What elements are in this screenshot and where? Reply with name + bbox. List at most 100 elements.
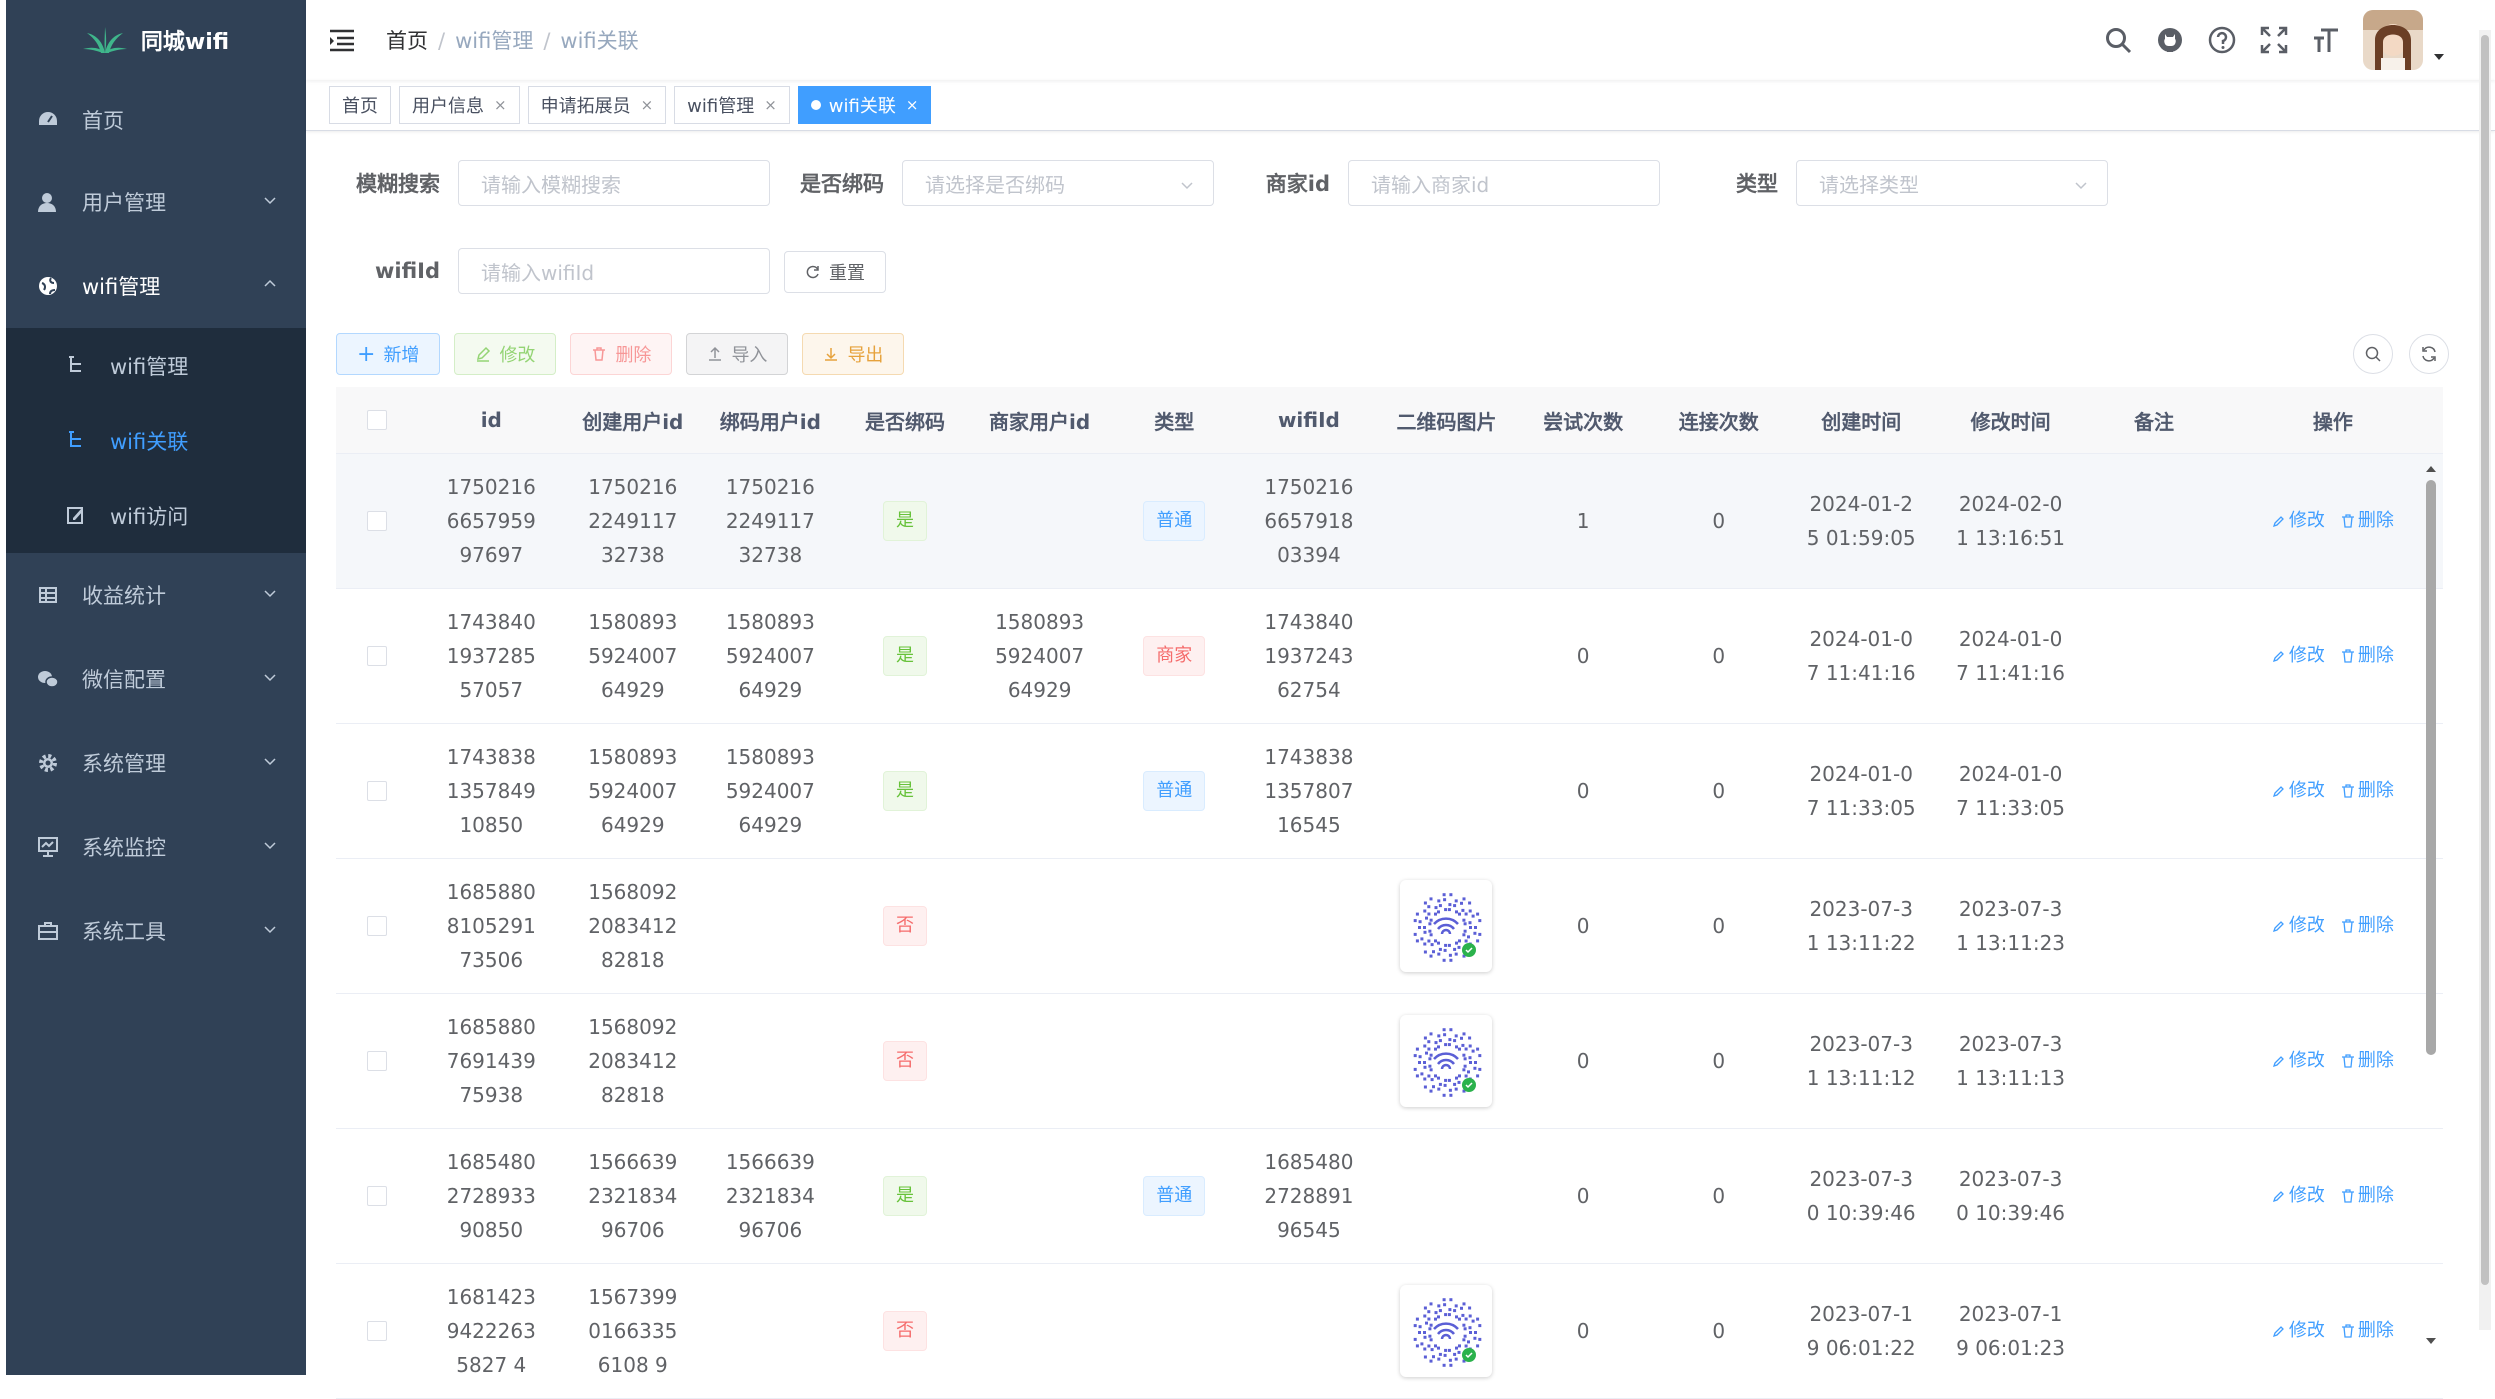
logo-leaf-icon	[82, 27, 127, 53]
scroll-thumb[interactable]	[2426, 480, 2436, 1055]
id-text: 168142394222635827 4	[446, 1285, 536, 1377]
row-delete-link[interactable]: 删除	[2341, 1179, 2394, 1213]
table-row[interactable]: 1685880769143975938 1568092208341282818 否 0…	[336, 994, 2443, 1129]
bind-select[interactable]: 请选择是否绑码	[902, 160, 1214, 206]
page-scrollbar[interactable]	[2479, 30, 2491, 1330]
menu-item-wechat-config[interactable]: 微信配置	[6, 637, 306, 721]
bound-tag: 是	[883, 501, 927, 541]
row-checkbox[interactable]	[367, 781, 388, 801]
sidebar-item-wifi-management[interactable]: wifi管理	[6, 328, 306, 403]
cell-bound: 是	[839, 501, 971, 541]
row-delete-link[interactable]: 删除	[2341, 639, 2394, 673]
tag-wifi-association[interactable]: wifi关联 ×	[797, 86, 932, 124]
fullscreen-icon[interactable]	[2259, 25, 2289, 55]
edit-button[interactable]: 修改	[454, 333, 557, 375]
tag-user-info[interactable]: 用户信息 ×	[399, 86, 520, 124]
scroll-up-icon[interactable]	[2424, 462, 2438, 476]
row-checkbox[interactable]	[367, 916, 388, 936]
table-row[interactable]: 1743838135784910850 1580893592400764929 15…	[336, 724, 2443, 859]
chevron-down-icon	[264, 197, 276, 205]
breadcrumb-home[interactable]: 首页	[386, 29, 428, 53]
tag-wifi-management[interactable]: wifi管理 ×	[674, 86, 790, 124]
row-delete-link[interactable]: 删除	[2341, 504, 2394, 538]
connects-text: 0	[1712, 1184, 1726, 1208]
row-delete-link[interactable]: 删除	[2341, 1044, 2394, 1078]
creator-id-text: 1580893592400764929	[588, 610, 678, 702]
close-icon[interactable]: ×	[764, 96, 777, 114]
close-icon[interactable]: ×	[905, 96, 919, 114]
cell-creator-id: 1568092208341282818	[564, 875, 702, 977]
merchant-input[interactable]: 请输入商家id	[1348, 160, 1660, 206]
row-checkbox[interactable]	[367, 1321, 388, 1341]
row-edit-link[interactable]: 修改	[2272, 774, 2325, 808]
row-edit-link[interactable]: 修改	[2272, 909, 2325, 943]
table-row[interactable]: 168142394222635827 4 156739901663356108 9…	[336, 1264, 2443, 1399]
qr-code-image[interactable]	[1400, 880, 1493, 972]
menu-item-system-tools[interactable]: 系统工具	[6, 889, 306, 973]
search-icon[interactable]	[2103, 25, 2133, 55]
avatar[interactable]	[2363, 10, 2423, 70]
cell-connects: 0	[1651, 909, 1787, 943]
page-scroll-thumb[interactable]	[2481, 35, 2489, 1285]
table-row[interactable]: 1685880810529173506 1568092208341282818 否 0…	[336, 859, 2443, 994]
row-edit-link[interactable]: 修改	[2272, 1314, 2325, 1348]
tag-apply-expander[interactable]: 申请拓展员 ×	[527, 86, 667, 124]
row-checkbox[interactable]	[367, 511, 388, 531]
qr-code-image[interactable]	[1400, 1015, 1493, 1107]
caret-down-icon[interactable]	[2433, 51, 2445, 63]
tag-label: wifi管理	[687, 96, 755, 117]
row-delete-link[interactable]: 删除	[2341, 909, 2394, 943]
wifi-id-text: 1750216665791803394	[1264, 475, 1354, 567]
keyword-input[interactable]: 请输入模糊搜索	[458, 160, 770, 206]
row-edit-link[interactable]: 修改	[2272, 504, 2325, 538]
row-select-cell	[336, 1186, 419, 1206]
close-icon[interactable]: ×	[494, 96, 507, 114]
menu-item-revenue-stats[interactable]: 收益统计	[6, 553, 306, 637]
row-delete-link[interactable]: 删除	[2341, 1314, 2394, 1348]
cell-actions: 修改 删除	[2223, 1179, 2443, 1213]
logo[interactable]: 同城wifi	[6, 0, 306, 80]
menu-item-user-management[interactable]: 用户管理	[6, 160, 306, 244]
wifi-input[interactable]: 请输入wifiId	[458, 248, 770, 294]
export-button[interactable]: 导出	[802, 333, 905, 375]
table-scrollbar[interactable]	[2424, 462, 2438, 1362]
refresh-table-button[interactable]	[2409, 334, 2449, 374]
tag-home[interactable]: 首页	[329, 86, 391, 124]
table-row[interactable]: 1685480272893390850 1566639232183496706 15…	[336, 1129, 2443, 1264]
row-checkbox[interactable]	[367, 646, 388, 666]
row-edit-link[interactable]: 修改	[2272, 1044, 2325, 1078]
add-button[interactable]: + 新增	[336, 333, 441, 375]
creator-id-text: 1566639232183496706	[588, 1150, 678, 1242]
row-checkbox[interactable]	[367, 1051, 388, 1071]
import-button[interactable]: 导入	[686, 333, 789, 375]
select-all-checkbox[interactable]	[367, 410, 388, 430]
row-edit-link[interactable]: 修改	[2272, 639, 2325, 673]
table-row[interactable]: 1743840193728557057 1580893592400764929 15…	[336, 589, 2443, 724]
font-size-icon[interactable]	[2311, 25, 2341, 55]
menu-item-wifi-management[interactable]: wifi管理	[6, 244, 306, 328]
sidebar-item-wifi-access[interactable]: wifi访问	[6, 478, 306, 553]
help-icon[interactable]	[2207, 25, 2237, 55]
table-row[interactable]: 1750216665795997697 1750216224911732738 17…	[336, 454, 2443, 589]
toggle-search-button[interactable]	[2353, 334, 2393, 374]
menu-item-system-management[interactable]: 系统管理	[6, 721, 306, 805]
github-icon[interactable]	[2155, 25, 2185, 55]
row-delete-link[interactable]: 删除	[2341, 774, 2394, 808]
delete-button[interactable]: 删除	[570, 333, 673, 375]
scroll-down-icon[interactable]	[2424, 1334, 2438, 1348]
type-select[interactable]: 请选择类型	[1796, 160, 2108, 206]
keyword-field: 模糊搜索 请输入模糊搜索	[350, 160, 770, 206]
creator-id-text: 1568092208341282818	[588, 880, 678, 972]
menu-item-home[interactable]: 首页	[6, 80, 306, 160]
reset-button[interactable]: 重置	[784, 251, 886, 293]
sidebar-item-wifi-association[interactable]: wifi关联	[6, 403, 306, 478]
close-icon[interactable]: ×	[640, 96, 654, 114]
cell-qr	[1378, 880, 1516, 972]
tag-label: 首页	[342, 96, 378, 117]
row-checkbox[interactable]	[367, 1186, 388, 1206]
cell-tries: 0	[1515, 1314, 1651, 1348]
menu-item-system-monitor[interactable]: 系统监控	[6, 805, 306, 889]
row-edit-link[interactable]: 修改	[2272, 1179, 2325, 1213]
hamburger-icon[interactable]	[328, 26, 356, 54]
qr-code-image[interactable]	[1400, 1285, 1493, 1377]
